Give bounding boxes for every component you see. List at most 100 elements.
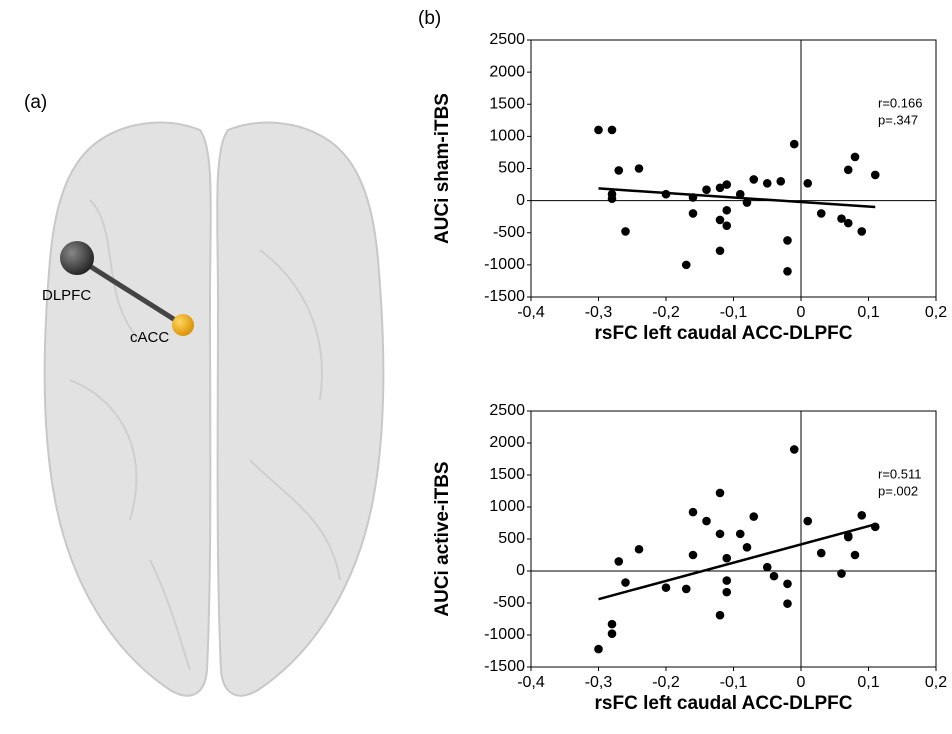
y-tick-label: 1500 <box>489 466 525 483</box>
x-axis-title: rsFC left caudal ACC-DLPFC <box>595 323 853 344</box>
x-tick-label: -0,2 <box>652 674 680 691</box>
data-point <box>837 214 846 223</box>
data-point <box>614 166 624 175</box>
region-label: cACC <box>130 329 169 346</box>
y-tick-label: -1500 <box>484 658 525 675</box>
data-point <box>715 183 725 193</box>
data-point <box>594 644 603 654</box>
data-point <box>681 584 691 594</box>
data-point <box>843 532 853 542</box>
plot-frame <box>530 410 937 668</box>
data-point <box>742 198 752 207</box>
data-point <box>749 512 759 521</box>
data-point <box>715 215 725 225</box>
data-point <box>857 511 867 520</box>
x-tick-label: -0,4 <box>517 304 545 321</box>
data-point <box>607 629 617 639</box>
data-point <box>837 569 846 578</box>
y-tick-label: -500 <box>493 594 525 611</box>
data-point <box>769 571 779 581</box>
y-tick-label: 2500 <box>489 402 525 419</box>
data-point <box>681 260 691 270</box>
y-tick-label: -500 <box>493 224 525 241</box>
data-point <box>850 152 860 162</box>
data-point <box>722 221 732 230</box>
data-point <box>850 550 860 560</box>
data-point <box>715 610 725 620</box>
y-tick-label: 0 <box>516 562 525 579</box>
y-tick-label: 500 <box>498 160 525 177</box>
x-tick-label: -0,4 <box>517 674 545 691</box>
annotation: p=.347 <box>878 112 918 127</box>
data-point <box>634 164 644 173</box>
data-point <box>816 548 826 558</box>
x-tick-label: -0,3 <box>585 674 613 691</box>
brain-illustration <box>43 121 385 697</box>
annotation: p=.002 <box>878 483 918 498</box>
data-point <box>857 227 867 236</box>
x-tick-label: -0,3 <box>585 304 613 321</box>
data-point <box>702 516 711 526</box>
data-point <box>843 165 853 175</box>
data-point <box>722 587 732 597</box>
data-point <box>594 125 603 135</box>
region-label: DLPFC <box>42 287 91 304</box>
data-point <box>762 562 772 572</box>
data-point <box>776 177 786 186</box>
data-point <box>783 579 792 589</box>
data-point <box>783 599 792 608</box>
data-point <box>722 576 732 585</box>
annotation: r=0.166 <box>878 95 922 110</box>
data-point <box>843 218 853 228</box>
data-point <box>607 619 617 629</box>
data-point <box>621 227 630 236</box>
data-point <box>722 205 732 215</box>
data-point <box>688 550 698 560</box>
data-point <box>870 170 880 180</box>
x-tick-label: -0,1 <box>720 304 748 321</box>
panel-label: (a) <box>24 92 47 113</box>
y-tick-label: 0 <box>516 192 525 209</box>
y-tick-label: 2000 <box>489 63 525 80</box>
data-point <box>789 139 799 149</box>
data-point <box>803 178 813 188</box>
x-tick-label: 0,1 <box>857 674 879 691</box>
x-tick-label: -0,2 <box>652 304 680 321</box>
data-point <box>634 544 644 554</box>
x-tick-label: 0 <box>797 304 806 321</box>
x-tick-label: -0,1 <box>720 674 748 691</box>
data-point <box>621 578 630 587</box>
data-point <box>688 507 698 517</box>
y-tick-label: 1000 <box>489 498 525 515</box>
data-point <box>783 236 792 245</box>
data-point <box>715 529 725 539</box>
data-point <box>735 189 745 199</box>
data-point <box>749 175 759 184</box>
plot-frame <box>530 39 937 298</box>
data-point <box>762 178 772 188</box>
y-axis-title: AUCi sham-iTBS <box>432 93 453 244</box>
data-point <box>607 194 617 203</box>
data-point <box>816 209 826 218</box>
x-tick-label: 0 <box>797 674 806 691</box>
y-tick-label: 500 <box>498 530 525 547</box>
data-point <box>803 516 813 526</box>
data-point <box>702 185 711 195</box>
data-point <box>722 180 732 189</box>
x-axis-title: rsFC left caudal ACC-DLPFC <box>595 693 853 714</box>
data-point <box>607 125 617 135</box>
data-point <box>715 488 725 498</box>
x-tick-label: 0,2 <box>925 304 947 321</box>
data-point <box>722 553 732 563</box>
data-point <box>688 209 698 218</box>
y-tick-label: -1000 <box>484 626 525 643</box>
trendline <box>598 523 876 601</box>
data-point <box>789 445 799 454</box>
data-point <box>742 543 752 552</box>
data-point <box>783 267 792 276</box>
data-point <box>715 246 725 256</box>
y-tick-label: 2500 <box>489 31 525 48</box>
y-tick-label: 1000 <box>489 128 525 145</box>
data-point <box>735 529 745 539</box>
